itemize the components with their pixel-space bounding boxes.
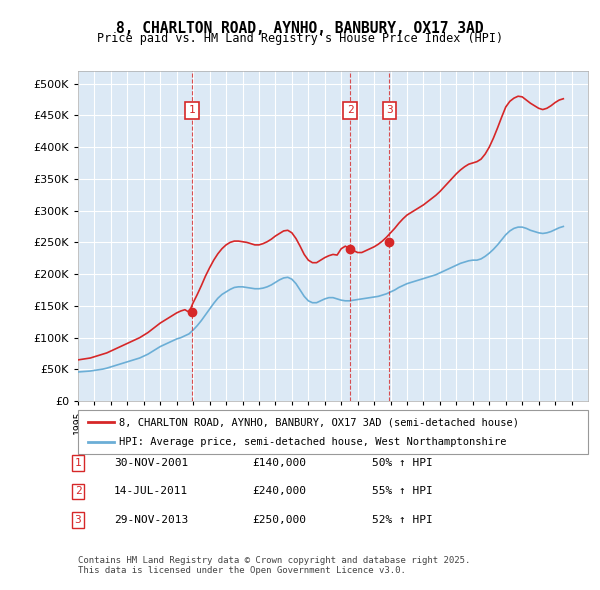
Text: £250,000: £250,000 [252,515,306,525]
Text: HPI: Average price, semi-detached house, West Northamptonshire: HPI: Average price, semi-detached house,… [119,437,506,447]
Text: Price paid vs. HM Land Registry's House Price Index (HPI): Price paid vs. HM Land Registry's House … [97,32,503,45]
Text: 14-JUL-2011: 14-JUL-2011 [114,487,188,496]
Text: 55% ↑ HPI: 55% ↑ HPI [372,487,433,496]
Text: 8, CHARLTON ROAD, AYNHO, BANBURY, OX17 3AD (semi-detached house): 8, CHARLTON ROAD, AYNHO, BANBURY, OX17 3… [119,418,519,427]
Text: 3: 3 [74,515,82,525]
Text: 8, CHARLTON ROAD, AYNHO, BANBURY, OX17 3AD: 8, CHARLTON ROAD, AYNHO, BANBURY, OX17 3… [116,21,484,35]
Text: 52% ↑ HPI: 52% ↑ HPI [372,515,433,525]
Text: £140,000: £140,000 [252,458,306,468]
Text: 1: 1 [74,458,82,468]
FancyBboxPatch shape [78,410,588,454]
Text: £240,000: £240,000 [252,487,306,496]
Text: Contains HM Land Registry data © Crown copyright and database right 2025.
This d: Contains HM Land Registry data © Crown c… [78,556,470,575]
Text: 50% ↑ HPI: 50% ↑ HPI [372,458,433,468]
Text: 1: 1 [188,106,195,116]
Text: 2: 2 [74,487,82,496]
Text: 2: 2 [347,106,353,116]
Text: 3: 3 [386,106,392,116]
Text: 30-NOV-2001: 30-NOV-2001 [114,458,188,468]
Text: 29-NOV-2013: 29-NOV-2013 [114,515,188,525]
